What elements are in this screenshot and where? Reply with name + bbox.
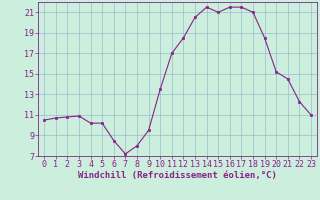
X-axis label: Windchill (Refroidissement éolien,°C): Windchill (Refroidissement éolien,°C) [78,171,277,180]
